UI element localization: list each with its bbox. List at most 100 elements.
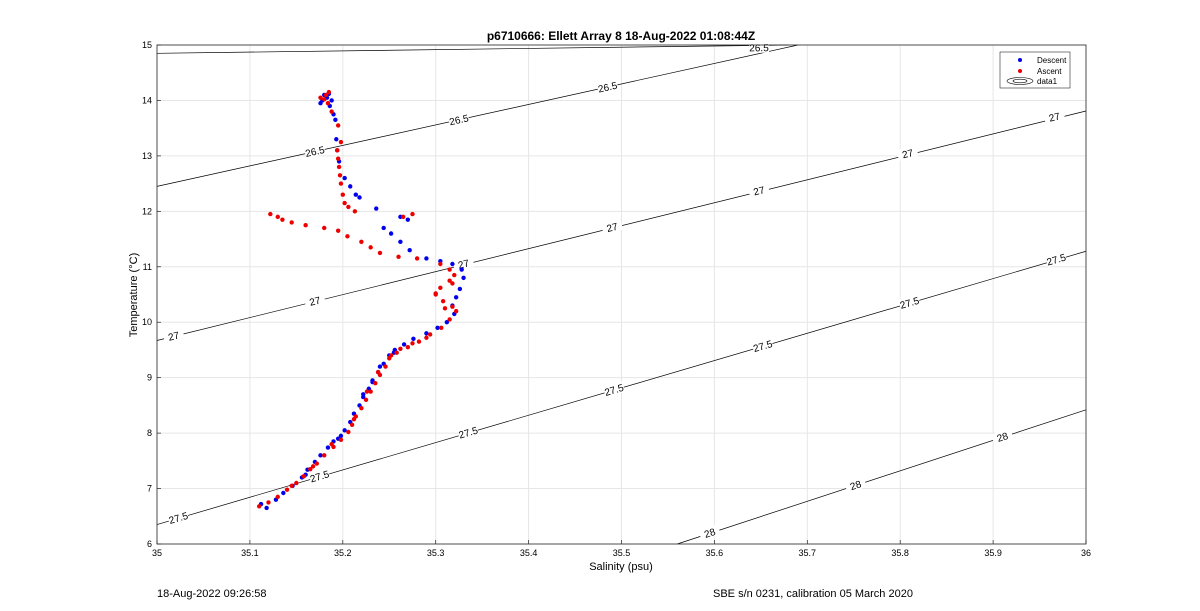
ascent-point (447, 267, 452, 272)
contour-label-text: 26.5 (749, 43, 769, 54)
contour-label-text: 28 (703, 527, 717, 541)
ascent-point (364, 389, 370, 394)
ascent-point (338, 139, 344, 145)
contour-label-text: 26.5 (304, 145, 326, 160)
y-axis-ticks: 6 7 8 9 10 11 12 13 14 15 (142, 40, 161, 549)
ascent-point (322, 97, 327, 102)
x-tick-label: 36 (1081, 548, 1091, 558)
descent-point (318, 101, 323, 106)
descent-point (424, 331, 429, 336)
contour-label-text: 28 (996, 431, 1010, 445)
descent-point (388, 231, 394, 236)
ascent-point (338, 181, 344, 186)
contour-label-text: 27 (606, 222, 620, 235)
descent-point (333, 117, 338, 123)
contour-label: 27.5 (898, 294, 921, 312)
ascent-point (337, 173, 343, 178)
contour-label-bg (747, 182, 770, 199)
descent-point (374, 206, 379, 211)
contour-label: 27.5 (308, 467, 331, 485)
descent-point (401, 342, 407, 347)
legend-contour-label: data1 (1037, 77, 1058, 86)
contour-label: 27 (747, 182, 770, 199)
ascent-point (326, 89, 332, 95)
descent-point (398, 239, 403, 245)
contour-line (677, 409, 1087, 545)
ascent-point (447, 278, 452, 283)
descent-point (264, 505, 269, 511)
contour-label-bg (698, 524, 721, 541)
chart-title: p6710666: Ellett Array 8 18-Aug-2022 01:… (487, 29, 755, 43)
descent-point (407, 247, 412, 253)
ascent-point (284, 487, 290, 492)
ascent-point (329, 442, 334, 447)
contour-label: 27.5 (456, 423, 480, 442)
contour-label: 26.5 (303, 143, 326, 160)
contour-label-bg (844, 476, 867, 494)
contour-label-bg (452, 255, 475, 272)
ascent-point (310, 464, 316, 469)
contour-label-bg (303, 292, 326, 309)
contour-label-bg (991, 428, 1014, 445)
y-tick-label: 10 (142, 317, 152, 327)
ascent-point (342, 200, 347, 206)
contour-label-text: 27 (1048, 111, 1062, 124)
contour-label-text: 27.5 (168, 511, 190, 527)
contour-label-text: 27.5 (752, 339, 774, 355)
descent-point (348, 184, 353, 189)
ascent-point (351, 417, 357, 422)
x-tick-label: 35.8 (891, 548, 909, 558)
contour-label: 27.5 (602, 381, 626, 399)
ascent-point (405, 344, 411, 350)
ascent-point (359, 405, 364, 411)
ascent-point (340, 192, 345, 197)
ascent-point (335, 156, 341, 161)
descent-point (377, 364, 383, 369)
footer-calibration: SBE s/n 0231, calibration 05 March 2020 (713, 588, 913, 600)
ascent-point (294, 480, 299, 486)
y-axis-label: Temperature (°C) (128, 253, 140, 337)
contour-label-bg (303, 143, 326, 159)
contour-label: 28 (991, 428, 1014, 445)
ascent-point (268, 211, 273, 217)
x-tick-label: 35.9 (984, 548, 1002, 558)
contour-label-text: 27.5 (1046, 252, 1068, 268)
contour-label-bg (596, 79, 619, 95)
legend-descent-label: Descent (1037, 56, 1067, 65)
x-axis-ticks: 35 35.1 35.2 35.3 35.4 35.5 35.6 35.7 35.8 35.9 36 (152, 540, 1091, 558)
ascent-point (266, 500, 271, 505)
ascent-point (427, 332, 433, 337)
ascent-point (289, 483, 294, 488)
legend-ascent-marker (1018, 69, 1022, 73)
contour-label-bg (167, 509, 190, 526)
x-tick-label: 35.5 (613, 548, 631, 558)
ascent-point (363, 397, 369, 403)
descent-point (461, 275, 466, 281)
contour-label-text: 27.5 (309, 469, 331, 485)
ascent-point (301, 474, 306, 479)
contour-label: 27 (896, 145, 919, 161)
y-tick-label: 15 (142, 40, 152, 50)
contour-label-bg (1043, 108, 1066, 125)
y-tick-label: 13 (142, 151, 152, 161)
contour-label: 27.5 (167, 509, 190, 527)
ascent-point (338, 437, 344, 442)
descent-point (353, 192, 359, 197)
descent-point (381, 225, 386, 231)
descent-point (342, 428, 347, 433)
ascent-point (450, 281, 455, 286)
contour-labels: 26.526.526.526.52727272727272727.527.527… (162, 41, 1068, 541)
ascent-point (375, 369, 381, 375)
contour-label-bg (602, 381, 626, 398)
descent-point (342, 175, 347, 181)
footer-timestamp: 18-Aug-2022 09:26:58 (157, 588, 267, 600)
contour-line (156, 44, 789, 54)
contour-label: 26.5 (596, 79, 619, 96)
descent-point (281, 490, 286, 496)
ascent-point (325, 101, 331, 106)
x-tick-label: 35 (152, 548, 162, 558)
descent-point (325, 445, 331, 450)
ascent-point (318, 95, 323, 100)
y-tick-label: 8 (147, 428, 152, 438)
